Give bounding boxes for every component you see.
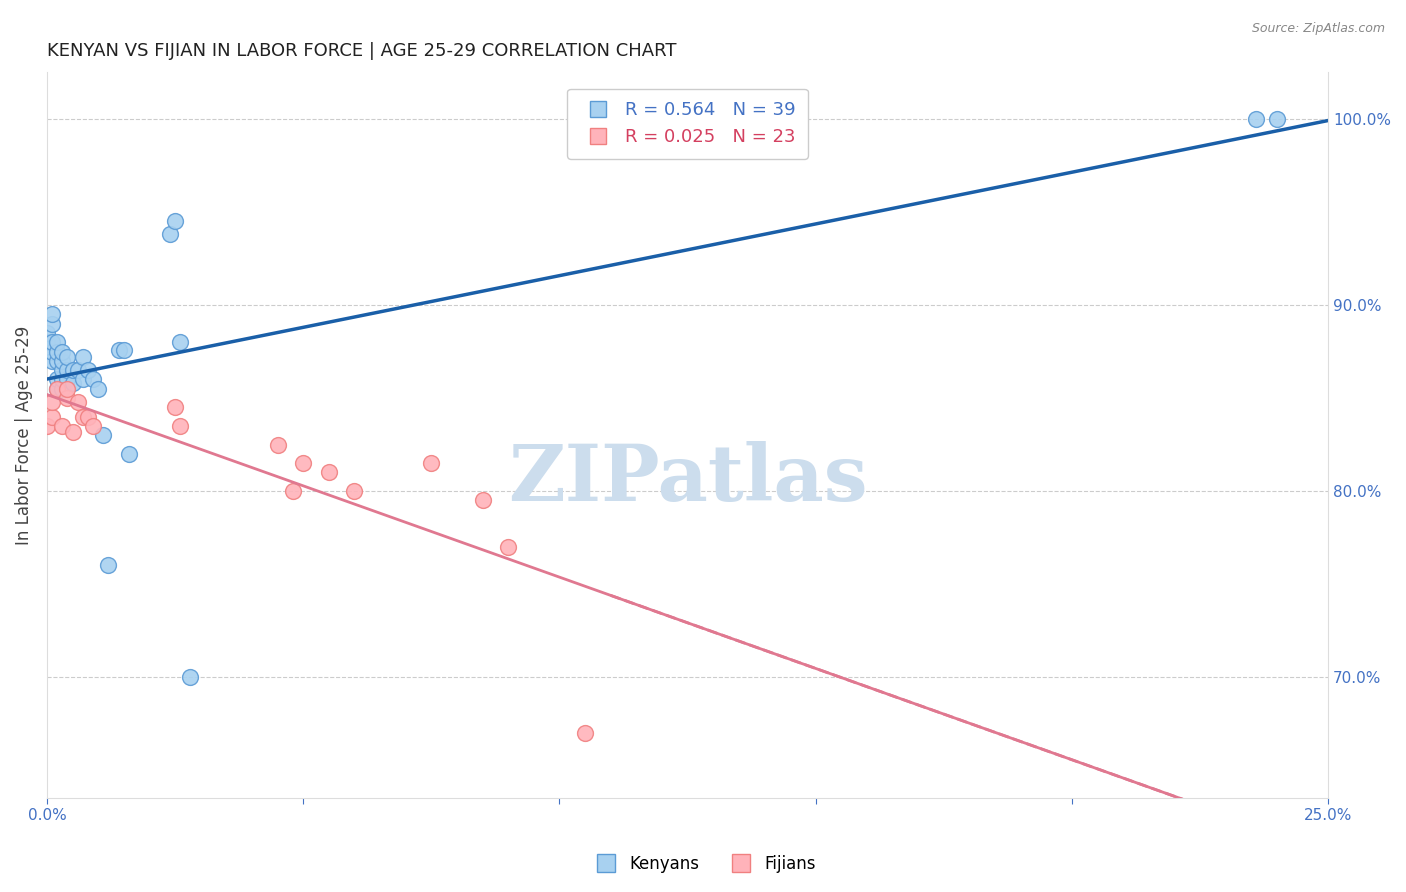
Point: [41, 317, 63, 331]
Point: [107, 343, 129, 357]
Point: [51, 419, 73, 434]
Point: [169, 419, 191, 434]
Legend: Kenyans, Fijians: Kenyans, Fijians: [583, 848, 823, 880]
Point: [46, 382, 69, 396]
Point: [51, 363, 73, 377]
Point: [41, 409, 63, 424]
Point: [51, 382, 73, 396]
Point: [41, 344, 63, 359]
Point: [62, 363, 84, 377]
Text: ZIPatlas: ZIPatlas: [508, 441, 868, 516]
Point: [56, 363, 79, 377]
Point: [1265, 112, 1288, 126]
Point: [179, 670, 201, 684]
Point: [420, 456, 443, 470]
Point: [77, 363, 100, 377]
Point: [56, 350, 79, 364]
Point: [159, 227, 181, 242]
Point: [72, 372, 94, 386]
Point: [56, 372, 79, 386]
Point: [163, 401, 186, 415]
Point: [35, 326, 58, 340]
Point: [41, 354, 63, 368]
Point: [41, 307, 63, 321]
Point: [471, 493, 494, 508]
Point: [169, 335, 191, 350]
Point: [46, 354, 69, 368]
Point: [1246, 112, 1268, 126]
Point: [91, 428, 114, 442]
Point: [87, 382, 110, 396]
Point: [281, 484, 304, 499]
Point: [56, 382, 79, 396]
Point: [56, 391, 79, 405]
Point: [496, 540, 519, 554]
Point: [66, 363, 89, 377]
Point: [82, 372, 104, 386]
Point: [46, 372, 69, 386]
Text: Source: ZipAtlas.com: Source: ZipAtlas.com: [1251, 22, 1385, 36]
Point: [51, 372, 73, 386]
Point: [41, 394, 63, 409]
Point: [72, 409, 94, 424]
Point: [41, 335, 63, 350]
Point: [574, 726, 596, 740]
Point: [318, 466, 340, 480]
Point: [112, 343, 135, 357]
Point: [118, 447, 141, 461]
Point: [97, 558, 120, 573]
Point: [66, 394, 89, 409]
Point: [62, 376, 84, 391]
Point: [46, 382, 69, 396]
Point: [46, 335, 69, 350]
Point: [266, 437, 288, 451]
Point: [343, 484, 366, 499]
Legend: R = 0.564   N = 39, R = 0.025   N = 23: R = 0.564 N = 39, R = 0.025 N = 23: [567, 88, 808, 159]
Point: [77, 409, 100, 424]
Text: KENYAN VS FIJIAN IN LABOR FORCE | AGE 25-29 CORRELATION CHART: KENYAN VS FIJIAN IN LABOR FORCE | AGE 25…: [46, 42, 676, 60]
Point: [35, 335, 58, 350]
Point: [292, 456, 315, 470]
Point: [35, 419, 58, 434]
Point: [51, 354, 73, 368]
Point: [72, 350, 94, 364]
Y-axis label: In Labor Force | Age 25-29: In Labor Force | Age 25-29: [15, 326, 32, 545]
Point: [82, 419, 104, 434]
Point: [62, 425, 84, 439]
Point: [46, 344, 69, 359]
Point: [163, 214, 186, 228]
Point: [51, 344, 73, 359]
